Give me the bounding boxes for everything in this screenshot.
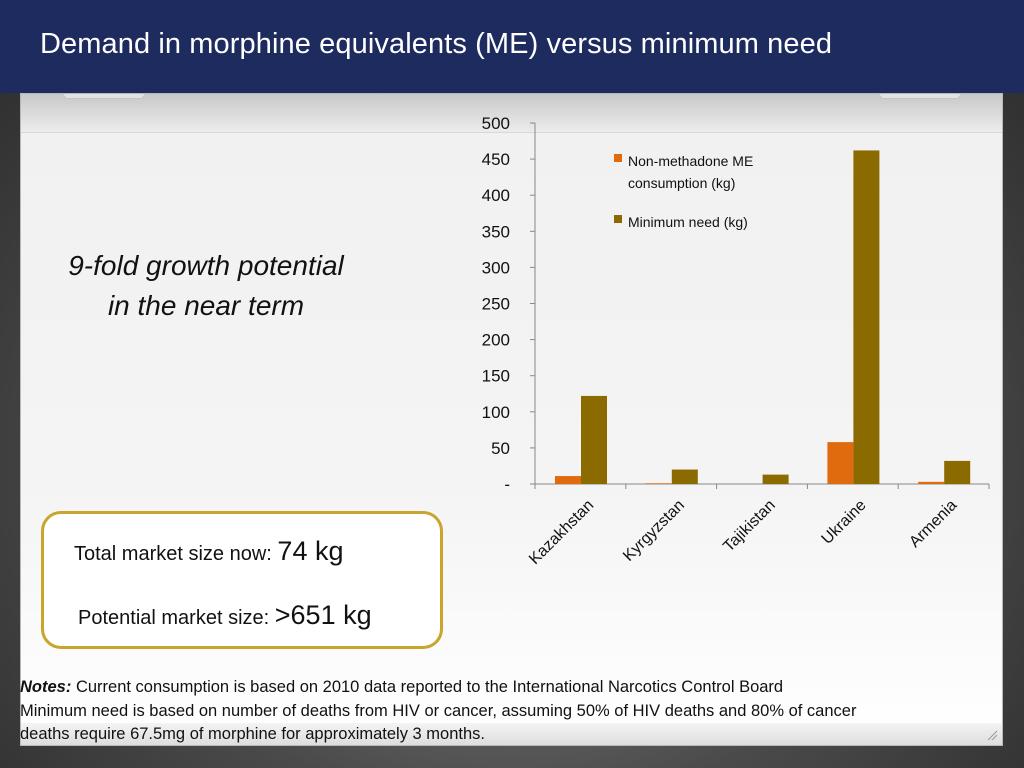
market-potential-label: Potential market size: [78,607,270,629]
market-potential: Potential market size: >651 kg [78,600,372,631]
bar-consumption [645,483,672,484]
x-category-label: Tajikistan [720,497,779,556]
bar-minimum-need [853,150,880,484]
x-category-label: Armenia [906,497,960,551]
y-tick-label: 150 [482,367,510,386]
y-tick-label: 350 [482,222,510,241]
x-category-label: Ukraine [819,497,870,548]
slide-title: Demand in morphine equivalents (ME) vers… [40,28,833,60]
y-tick-label: 200 [482,331,510,350]
y-tick-label: 500 [482,114,510,133]
notes-text-1: Current consumption is based on 2010 dat… [75,678,784,696]
bar-minimum-need [581,395,607,484]
y-tick-label: 100 [482,403,510,422]
growth-line-2: in the near term [107,290,305,321]
notes: Notes: Current consumption is based on 2… [20,676,1000,747]
market-size-box: Total market size now: 74 kg Potential m… [41,511,443,649]
growth-line-1: 9-fold growth potential [68,250,344,281]
market-now-label: Total market size now: [74,543,272,565]
market-now: Total market size now: 74 kg [74,536,343,567]
notes-line-1: Notes: Current consumption is based on 2… [20,676,1000,700]
y-tick-label: 300 [482,258,510,277]
legend-entry-text: Minimum need (kg) [628,214,748,230]
legend-swatch [614,215,622,223]
y-tick-label: 450 [482,150,510,169]
y-tick-label: 50 [491,439,510,458]
bar-consumption [827,442,854,484]
y-tick-label: 400 [482,186,510,205]
y-tick-label: 250 [482,295,510,314]
x-category-label: Kazakhstan [526,497,597,568]
notes-line-2: Minimum need is based on number of death… [20,701,857,720]
bar-minimum-need [671,469,698,484]
notes-line-3: deaths require 67.5mg of morphine for ap… [20,725,485,743]
resize-grip-icon [987,730,998,741]
panel-top-band [21,94,1002,133]
bar-consumption [555,476,581,484]
panel-bottom-band [21,723,1002,745]
growth-callout: 9-fold growth potential in the near term [30,246,382,326]
bar-minimum-need [762,474,789,484]
bar-consumption [918,481,945,484]
legend-entry-text: consumption (kg) [628,175,735,191]
legend-entry-text: Non-methadone ME [628,153,753,169]
market-now-value: 74 kg [277,536,344,566]
x-category-label: Kyrgyzstan [620,497,688,565]
market-potential-value: >651 kg [274,600,372,630]
bar-minimum-need [944,460,971,484]
notes-label: Notes: [20,678,72,696]
y-tick-label: - [504,475,510,494]
title-bar: Demand in morphine equivalents (ME) vers… [0,0,1024,93]
legend-swatch [614,154,622,162]
